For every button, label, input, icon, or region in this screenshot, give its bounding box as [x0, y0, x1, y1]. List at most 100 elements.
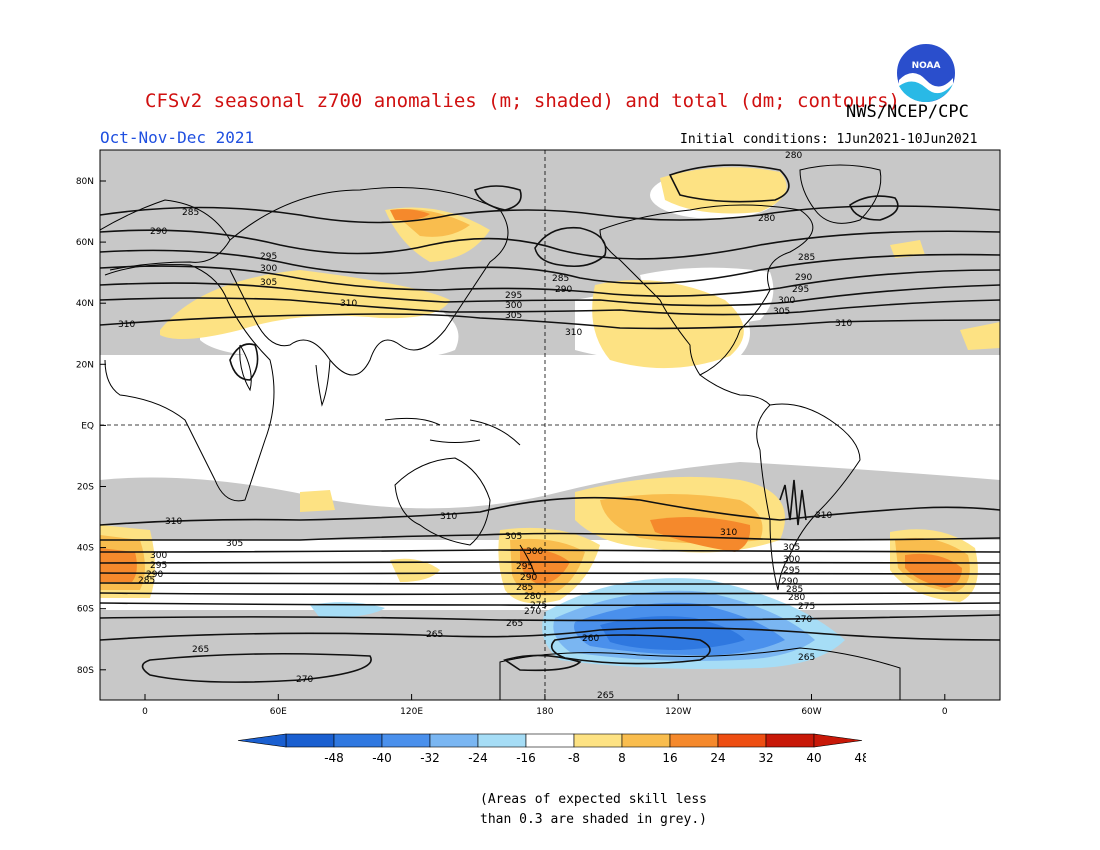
- colorbar-swatch: [765, 733, 815, 748]
- contour-label: 300: [150, 551, 167, 561]
- contour-label: 265: [506, 619, 523, 629]
- lat-tick-label: 60N: [76, 238, 94, 248]
- contour-label: 290: [555, 285, 572, 295]
- lat-tick-label: 40S: [77, 544, 94, 554]
- colorbar: -48 -40 -32 -24 -16 -8 8 16 24 32 40 48: [237, 733, 866, 765]
- contour-label: 295: [260, 252, 277, 262]
- colorbar-swatch: [477, 733, 527, 748]
- coastlines: [100, 164, 901, 700]
- colorbar-label: -32: [420, 751, 440, 765]
- contour-label: 270: [795, 615, 812, 625]
- contour-label: 295: [505, 291, 522, 301]
- lon-tick-label: 60W: [801, 707, 821, 717]
- colorbar-arrow-right: [813, 733, 863, 748]
- map-title: CFSv2 seasonal z700 anomalies (m; shaded…: [145, 90, 900, 112]
- contour-label: 305: [773, 307, 790, 317]
- lat-tick-label: 80N: [76, 177, 94, 187]
- footnote-line-2: than 0.3 are shaded in grey.): [480, 812, 707, 827]
- colorbar-label: 32: [758, 751, 773, 765]
- contour-label: 265: [798, 653, 815, 663]
- contour-label: 265: [426, 630, 443, 640]
- lon-tick-label: 60E: [270, 707, 287, 717]
- colorbar-swatch: [429, 733, 479, 748]
- colorbar-label: 40: [806, 751, 821, 765]
- lon-tick-label: 120W: [665, 707, 691, 717]
- lon-tick-label: 120E: [400, 707, 423, 717]
- contour-label: 310: [815, 511, 832, 521]
- lat-tick-label: 80S: [77, 666, 94, 676]
- contour-label: 270: [296, 675, 313, 685]
- reference-lines: [100, 150, 1000, 700]
- contour-label: 305: [226, 539, 243, 549]
- contour-label: 310: [440, 512, 457, 522]
- noaa-logo: NOAA: [895, 42, 957, 104]
- colorbar-label: 24: [710, 751, 725, 765]
- contour-label: 310: [565, 328, 582, 338]
- colorbar-swatch: [573, 733, 623, 748]
- contour-label: 290: [781, 577, 798, 587]
- colorbar-label: -16: [516, 751, 536, 765]
- contour-label: 310: [340, 299, 357, 309]
- contour-label: 295: [150, 561, 167, 571]
- contour-labels: 285 290 295 300 305 310 310 285 290 295 …: [118, 151, 852, 701]
- contour-label: 290: [520, 573, 537, 583]
- initial-conditions: Initial conditions: 1Jun2021-10Jun2021: [680, 132, 978, 147]
- contour-label: 310: [165, 517, 182, 527]
- contour-label: 305: [783, 543, 800, 553]
- colorbar-swatch: [381, 733, 431, 748]
- contour-label: 280: [524, 592, 541, 602]
- contour-label: 285: [182, 208, 199, 218]
- contour-label: 285: [552, 274, 569, 284]
- lat-tick-label: 20N: [76, 360, 94, 370]
- lon-tick-label: 0: [942, 707, 948, 717]
- contour-label: 295: [792, 285, 809, 295]
- colorbar-arrow-left: [237, 733, 287, 748]
- colorbar-label: -40: [372, 751, 392, 765]
- lat-tick-label: 40N: [76, 299, 94, 309]
- colorbar-swatch: [621, 733, 671, 748]
- lat-tick-label: 20S: [77, 483, 94, 493]
- contour-label: 285: [138, 576, 155, 586]
- lat-tick-label: 60S: [77, 605, 94, 615]
- contour-label: 285: [786, 585, 803, 595]
- lon-tick-label: 0: [142, 707, 148, 717]
- contour-label: 285: [516, 583, 533, 593]
- colorbar-label: 16: [662, 751, 677, 765]
- contour-label: 300: [778, 296, 795, 306]
- contour-label: 280: [788, 593, 805, 603]
- contour-label: 280: [785, 151, 802, 161]
- negative-anomalies: [310, 578, 845, 669]
- lat-axis: 80N 60N 40N 20N EQ 20S 40S 60S 80S: [76, 177, 106, 676]
- agency-label: NWS/NCEP/CPC: [846, 102, 969, 122]
- footnote-line-1: (Areas of expected skill less: [480, 792, 707, 807]
- contour-label: 300: [505, 301, 522, 311]
- contour-label: 290: [150, 227, 167, 237]
- contour-label: 300: [260, 264, 277, 274]
- colorbar-label: -24: [468, 751, 488, 765]
- contour-label: 275: [798, 602, 815, 612]
- height-contours: [100, 164, 1000, 683]
- lon-axis: 0 60E 120E 180 120W 60W 0: [142, 694, 948, 717]
- contour-label: 265: [192, 645, 209, 655]
- contour-label: 310: [835, 319, 852, 329]
- colorbar-swatch: [333, 733, 383, 748]
- colorbar-swatch: [717, 733, 767, 748]
- contour-label: 290: [146, 570, 163, 580]
- contour-label: 280: [758, 214, 775, 224]
- contour-label: 265: [597, 691, 614, 701]
- colorbar-label: -8: [568, 751, 580, 765]
- contour-label: 305: [260, 278, 277, 288]
- colorbar-label: 48: [854, 751, 866, 765]
- logo-text: NOAA: [912, 61, 941, 71]
- colorbar-swatch: [669, 733, 719, 748]
- colorbar-swatch: [525, 733, 575, 748]
- forecast-period: Oct-Nov-Dec 2021: [100, 128, 255, 147]
- contour-label: 305: [505, 311, 522, 321]
- lon-tick-label: 180: [536, 707, 553, 717]
- contour-label: 260: [582, 634, 599, 644]
- contour-label: 295: [516, 562, 533, 572]
- contour-label: 295: [783, 566, 800, 576]
- contour-label: 290: [795, 273, 812, 283]
- contour-label: 310: [118, 320, 135, 330]
- anomaly-map: 285 290 295 300 305 310 310 285 290 295 …: [76, 149, 1001, 717]
